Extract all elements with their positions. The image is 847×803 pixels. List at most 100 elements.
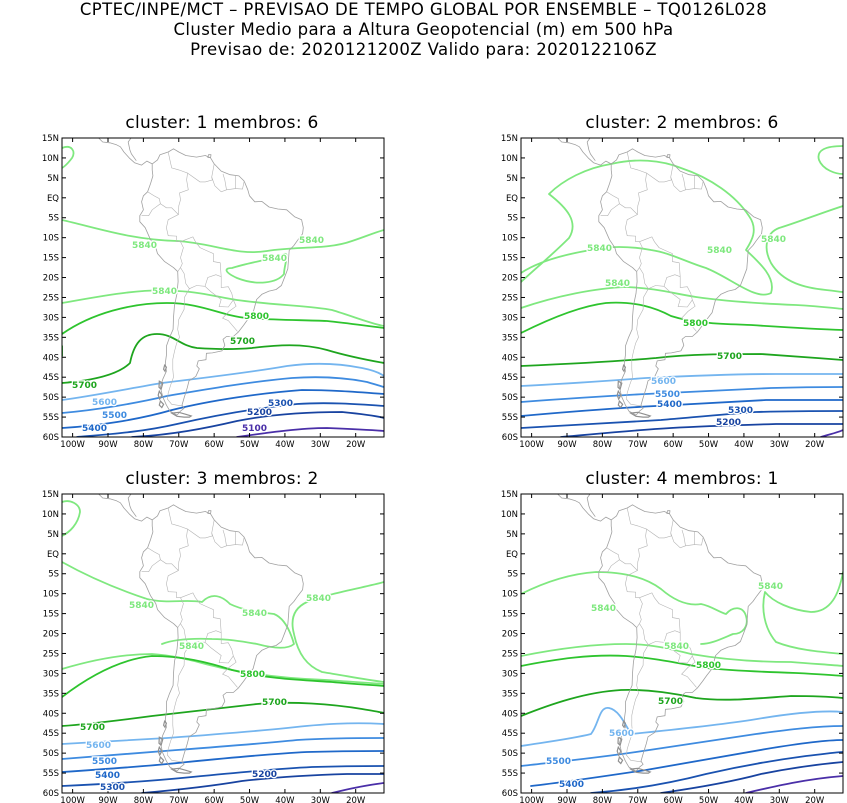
- island-coast: [617, 755, 624, 765]
- lon-label: 20W: [805, 440, 825, 450]
- central-america-coast-east: [127, 494, 137, 517]
- country-border: [187, 519, 215, 539]
- contour-5800: [521, 654, 843, 677]
- contour-5840-north: [62, 500, 81, 537]
- contour-5500: [62, 737, 384, 760]
- country-border: [694, 537, 704, 546]
- country-border: [167, 151, 189, 215]
- lat-label: 20S: [502, 630, 518, 640]
- island-coast: [162, 719, 168, 729]
- lon-label: 90W: [98, 440, 118, 450]
- lat-label: 5S: [48, 214, 59, 224]
- country-border: [211, 531, 236, 549]
- contour-label: 5840: [707, 246, 732, 256]
- lat-label: 50S: [43, 749, 59, 759]
- map-panel-1: 15N 10N 5N EQ 5S 10S 15S 20S 25S 30S 35S 40S 45S 50S 5…: [42, 134, 385, 450]
- header-line-3: Previsao de: 2020121200Z Valido para: 20…: [190, 40, 657, 59]
- lat-label: 55S: [502, 413, 518, 423]
- contour-5840-loop: [225, 253, 288, 284]
- contour-5800: [62, 302, 384, 335]
- island-coast: [666, 510, 671, 514]
- lon-label: 100W: [60, 440, 85, 450]
- lon-label: 90W: [557, 440, 577, 450]
- lat-label: EQ: [506, 194, 518, 204]
- contour-label: 5840: [591, 604, 616, 614]
- map-border: [61, 137, 385, 438]
- lat-label: 40S: [43, 353, 59, 363]
- country-border: [211, 175, 236, 193]
- country-border: [670, 531, 695, 549]
- contour-label: 5840: [605, 279, 630, 289]
- contour-5600: [521, 373, 843, 387]
- contour-label: 5600: [86, 741, 111, 751]
- contour-5840-south: [62, 289, 384, 327]
- contour-label: 5840: [761, 235, 786, 245]
- contour-5840-north: [521, 571, 748, 645]
- country-border: [180, 267, 234, 308]
- lat-label: 25S: [502, 649, 518, 659]
- country-border: [141, 191, 161, 216]
- contour-label: 5840: [306, 594, 331, 604]
- country-border: [167, 288, 190, 407]
- contour-5700: [62, 701, 384, 727]
- lat-label: 30S: [43, 313, 59, 323]
- map-panel-3: 15N 10N 5N EQ 5S 10S 15S 20S 25S 30S 35S 40S 45S 50S 5…: [42, 490, 385, 803]
- panel-3-title: cluster: 3 membros: 2: [125, 469, 319, 489]
- lat-label: 5N: [506, 530, 518, 540]
- lat-label: 15S: [502, 254, 518, 264]
- country-border: [177, 597, 184, 628]
- country-border: [220, 632, 238, 688]
- contour-5600: [62, 722, 384, 745]
- island-coast: [158, 736, 164, 747]
- island-coast: [666, 154, 671, 158]
- contour-label: 5400: [82, 424, 107, 434]
- lon-label: 80W: [134, 440, 154, 450]
- contour-5300: [521, 410, 843, 429]
- lon-label: 70W: [628, 440, 648, 450]
- south-america-coast: [598, 504, 763, 772]
- country-border: [600, 191, 620, 216]
- contour-label: 5840: [152, 287, 177, 297]
- country-border: [160, 559, 181, 598]
- contour-label: 5800: [240, 670, 265, 680]
- country-border: [694, 181, 704, 190]
- country-border: [167, 644, 190, 763]
- country-border: [639, 623, 693, 664]
- lat-label: 5N: [47, 174, 59, 184]
- lat-label: 40S: [502, 709, 518, 719]
- lat-label: 10S: [502, 234, 518, 244]
- central-america-coast: [557, 138, 612, 166]
- contour-lines: [521, 571, 843, 793]
- lat-label: 45S: [43, 373, 59, 383]
- lon-label: 30W: [770, 796, 790, 803]
- country-border: [646, 519, 674, 539]
- contour-5400: [62, 750, 384, 773]
- contour-5840-south: [521, 643, 843, 667]
- lon-label: 100W: [519, 440, 544, 450]
- contour-5500: [521, 725, 843, 767]
- panel-4-title: cluster: 4 membros: 1: [585, 469, 779, 489]
- central-america-coast-east: [127, 138, 137, 161]
- contour-label: 5600: [651, 377, 676, 387]
- lat-label: 35S: [43, 333, 59, 343]
- contour-label: 5700: [230, 337, 255, 347]
- contour-label: 5400: [657, 400, 682, 410]
- contour-label: 5200: [247, 408, 272, 418]
- lon-label: 20W: [805, 796, 825, 803]
- lon-label: 90W: [98, 796, 118, 803]
- island-coast: [207, 510, 212, 514]
- country-border: [180, 236, 222, 287]
- contour-label: 5400: [559, 780, 584, 790]
- lat-label: 55S: [43, 769, 59, 779]
- contour-5200: [660, 761, 843, 793]
- country-border: [639, 267, 693, 308]
- country-border: [187, 163, 215, 183]
- island-coast: [628, 411, 652, 418]
- lat-label: 5S: [48, 570, 59, 580]
- lat-label: 60S: [502, 789, 518, 799]
- island-coast: [158, 755, 165, 765]
- contour-5600: [521, 707, 843, 747]
- lat-label: 10N: [501, 510, 518, 520]
- header-line-2: Cluster Medio para a Altura Geopotencial…: [173, 20, 674, 39]
- coastline: [557, 138, 763, 418]
